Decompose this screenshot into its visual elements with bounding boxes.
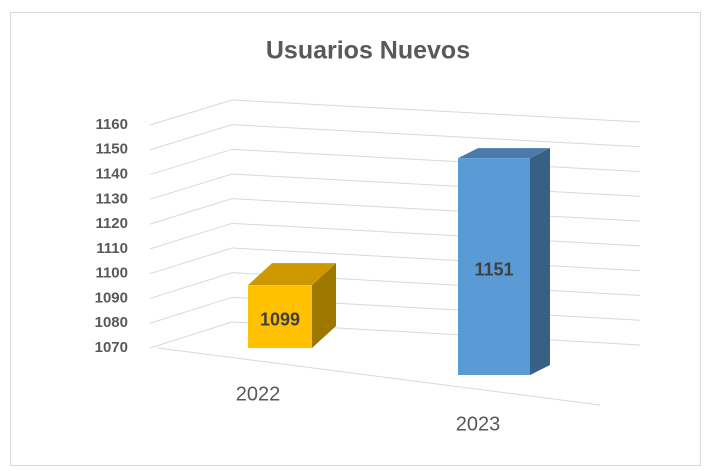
bar-top: [458, 148, 550, 159]
bar-side: [312, 263, 336, 348]
bar: [248, 285, 312, 348]
y-tick-label: 1120: [95, 215, 128, 232]
x-tick-label: 2023: [456, 413, 501, 435]
data-label: 1099: [260, 309, 300, 329]
floor-edge: [157, 347, 601, 406]
y-tick-label: 1110: [96, 240, 128, 257]
y-tick-label: 1090: [95, 289, 128, 306]
y-tick-label: 1100: [95, 265, 128, 282]
x-tick-label: 2022: [236, 383, 281, 405]
bar-side: [530, 148, 550, 375]
y-tick-label: 1070: [95, 339, 128, 356]
y-tick-label: 1080: [95, 314, 128, 331]
y-tick-label: 1140: [95, 166, 128, 183]
grid-line: [149, 124, 641, 151]
data-label: 1151: [474, 259, 513, 279]
y-tick-label: 1160: [95, 116, 128, 133]
bar-top: [248, 263, 336, 286]
chart-border: [10, 12, 701, 466]
bar: [458, 158, 530, 375]
grid-line: [149, 99, 641, 126]
y-tick-label: 1150: [95, 141, 128, 158]
chart-title: Usuarios Nuevos: [266, 37, 470, 65]
y-tick-label: 1130: [95, 190, 128, 207]
